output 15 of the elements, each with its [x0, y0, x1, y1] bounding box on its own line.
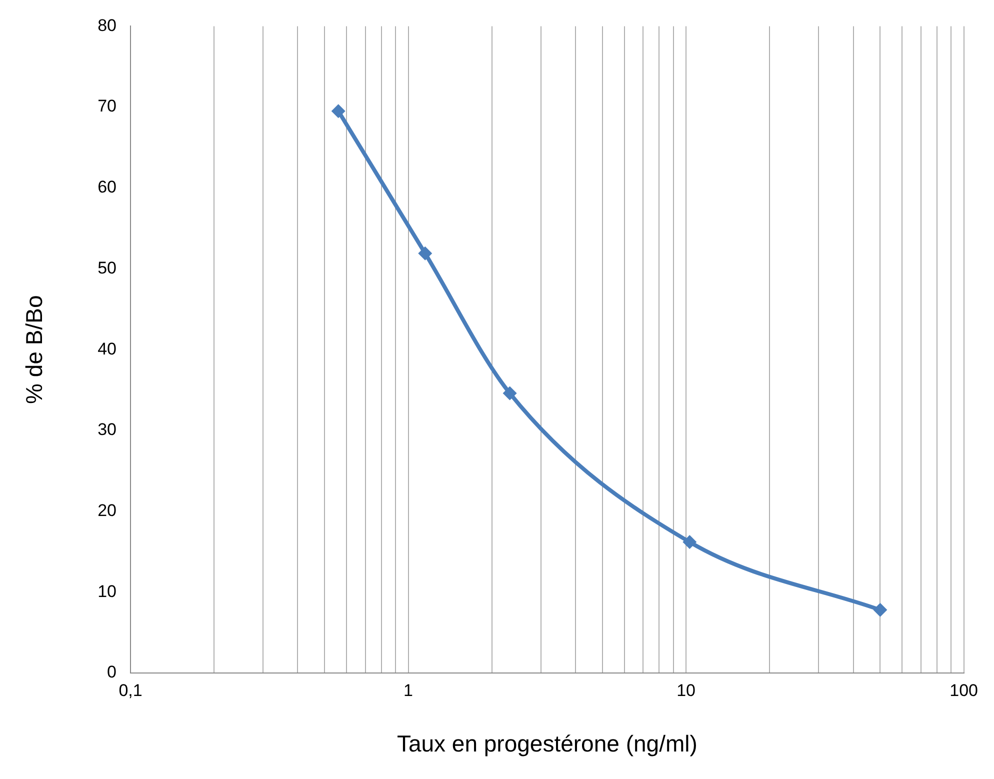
x-tick-label: 10: [676, 680, 696, 700]
y-axis-title: % de B/Bo: [21, 295, 48, 404]
y-tick-label: 80: [98, 16, 117, 35]
x-tick-label: 0,1: [118, 680, 142, 700]
y-tick-label: 60: [98, 178, 117, 197]
y-tick-label: 10: [98, 582, 117, 601]
y-tick-label: 50: [98, 258, 117, 278]
x-axis-title: Taux en progestérone (ng/ml): [396, 730, 698, 757]
y-tick-label: 70: [98, 96, 117, 116]
y-tick-label: 20: [98, 500, 117, 520]
x-tick-label: 1: [404, 680, 414, 700]
x-tick-label: 100: [950, 680, 978, 700]
y-tick-label: 30: [98, 420, 117, 440]
y-tick-label: 40: [98, 339, 117, 358]
y-tick-label: 0: [107, 662, 117, 682]
